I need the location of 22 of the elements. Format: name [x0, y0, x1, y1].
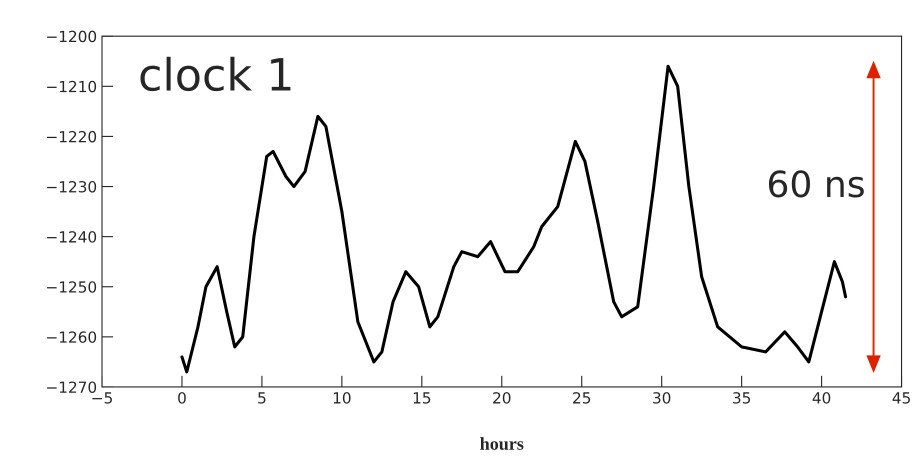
y-tick-label: −1250	[47, 281, 96, 293]
x-tick-label: 30	[653, 392, 670, 404]
y-tick-label: −1260	[47, 331, 96, 343]
y-tick-label: −1210	[47, 80, 96, 92]
x-tick-label: 0	[178, 392, 186, 404]
x-tick-label: 5	[258, 392, 266, 404]
x-tick-label: 25	[573, 392, 590, 404]
annotation: 60 ns	[768, 170, 864, 198]
annotation: clock 1	[140, 56, 290, 92]
x-axis-title: hours	[480, 437, 524, 450]
x-tick-label: 20	[493, 392, 510, 404]
x-tick-label: 45	[892, 392, 910, 404]
y-tick-label: −1240	[47, 231, 96, 243]
x-tick-label: 35	[733, 392, 750, 404]
x-tick-label: 40	[812, 392, 830, 404]
x-tick-label: −5	[92, 392, 112, 404]
y-tick-label: −1220	[47, 130, 96, 142]
x-tick-label: 10	[334, 392, 351, 404]
y-tick-label: −1200	[47, 30, 96, 42]
y-tick-label: −1230	[47, 180, 96, 193]
y-tick-label: −1270	[47, 381, 96, 393]
x-tick-label: 15	[414, 392, 430, 404]
